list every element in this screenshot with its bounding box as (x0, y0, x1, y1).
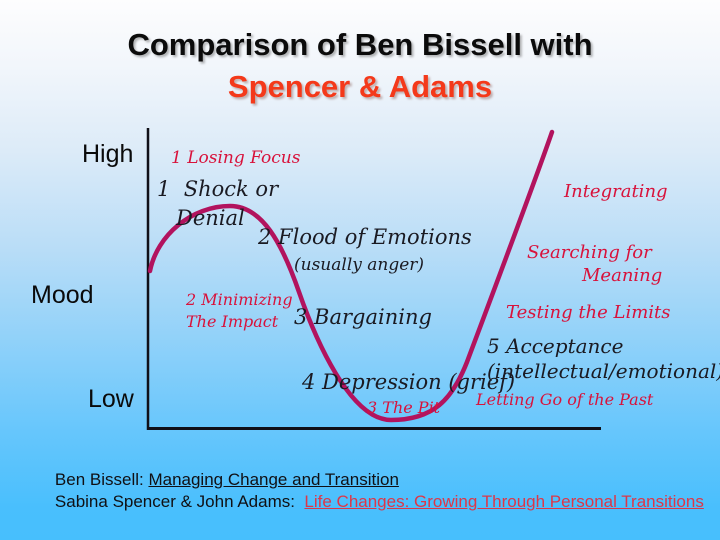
spencer-stage-integrating: Integrating (564, 181, 668, 202)
bissell-stage-shock-l1: 1 Shock or (157, 177, 279, 201)
spencer-stage-testing-limits: Testing the Limits (506, 302, 671, 323)
title-line-1: Comparison of Ben Bissell with (127, 27, 593, 62)
reference-bissell-label: Ben Bissell: (54, 470, 149, 489)
reference-bissell-title: Managing Change and Transition (148, 470, 399, 489)
spencer-stage-losing-focus: 1 Losing Focus (171, 148, 301, 168)
bissell-stage-flood: 2 Flood of Emotions (258, 225, 472, 249)
bissell-stage-flood-note: (usually anger) (294, 255, 425, 275)
spencer-stage-searching-l2: Meaning (582, 265, 663, 286)
spencer-stage-minimizing-l2: The Impact (186, 312, 279, 331)
spencer-stage-the-pit: 3 The Pit (367, 398, 441, 417)
axis-label-mood: Mood (31, 281, 94, 309)
bissell-stage-acceptance-l1: 5 Acceptance (487, 334, 624, 358)
bissell-stage-bargaining: 3 Bargaining (294, 305, 432, 329)
bissell-stage-acceptance-l2: (intellectual/emotional) (487, 359, 720, 383)
bissell-stage-depression: 4 Depression (grief) (302, 370, 516, 394)
reference-spencer-adams-link[interactable]: Life Changes: Growing Through Personal T… (304, 492, 704, 511)
slide-title: Comparison of Ben Bissell with Spencer &… (0, 24, 720, 108)
title-line-2: Spencer & Adams (227, 68, 493, 104)
spencer-stage-letting-go: Letting Go of the Past (476, 390, 654, 409)
axis-label-low: Low (88, 385, 134, 413)
spencer-stage-searching-l1: Searching for (527, 242, 652, 263)
axis-label-high: High (82, 140, 134, 168)
reference-bissell: Ben Bissell: Managing Change and Transit… (36, 450, 399, 510)
spencer-stage-minimizing-l1: 2 Minimizing (186, 290, 293, 309)
reference-spencer-adams-label: Sabina Spencer & John Adams: (54, 492, 305, 511)
bissell-stage-shock-l2: Denial (176, 206, 245, 230)
mood-curve (147, 129, 555, 423)
reference-spencer-adams: Sabina Spencer & John Adams: Life Change… (36, 472, 704, 532)
